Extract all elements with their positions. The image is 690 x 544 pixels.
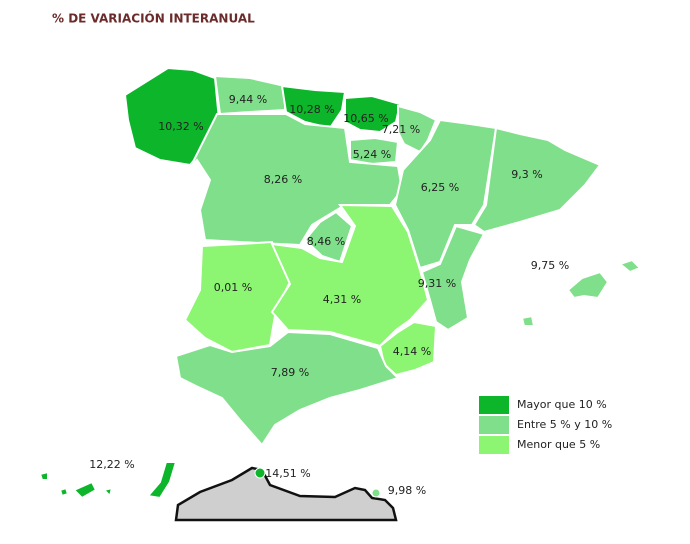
region — [58, 486, 70, 498]
legend-swatch — [479, 416, 509, 434]
region-label: 0,01 % — [214, 281, 252, 294]
region-label: 7,89 % — [271, 366, 309, 379]
region — [102, 486, 114, 498]
legend-label: Mayor que 10 % — [517, 398, 607, 411]
region — [183, 240, 292, 354]
region — [520, 314, 536, 327]
region — [254, 467, 266, 479]
region-label: 9,75 % — [531, 259, 569, 272]
region-label: 9,3 % — [511, 168, 542, 181]
legend-swatch — [479, 396, 509, 414]
region-label: 9,98 % — [388, 484, 426, 497]
region-label: 10,28 % — [289, 103, 334, 116]
region-label: 14,51 % — [265, 467, 310, 480]
region — [393, 118, 498, 270]
region — [420, 224, 486, 332]
region-label: 6,25 % — [421, 181, 459, 194]
region — [146, 461, 178, 500]
region — [280, 84, 347, 130]
region-label: 10,65 % — [343, 112, 388, 125]
region-label: 4,14 % — [393, 345, 431, 358]
region — [344, 94, 402, 134]
region-label: 5,24 % — [353, 148, 391, 161]
region-label: 8,46 % — [307, 235, 345, 248]
legend-label: Menor que 5 % — [517, 438, 600, 451]
map-title: % DE VARIACIÓN INTERANUAL — [52, 11, 255, 26]
region-label: 9,31 % — [418, 277, 456, 290]
region-label: 10,32 % — [158, 120, 203, 133]
region — [472, 126, 602, 234]
region-label: 9,44 % — [229, 93, 267, 106]
region — [371, 488, 381, 498]
africa-coast — [174, 466, 398, 522]
region — [174, 330, 400, 447]
region — [566, 270, 610, 300]
region — [72, 480, 98, 500]
region-label: 8,26 % — [264, 173, 302, 186]
region-label: 12,22 % — [89, 458, 134, 471]
region — [617, 258, 642, 274]
region — [38, 470, 49, 481]
legend-label: Entre 5 % y 10 % — [517, 418, 612, 431]
region — [270, 203, 430, 348]
region-label: 7,21 % — [382, 123, 420, 136]
legend-swatch — [479, 436, 509, 454]
region-label: 4,31 % — [323, 293, 361, 306]
region — [303, 210, 354, 264]
